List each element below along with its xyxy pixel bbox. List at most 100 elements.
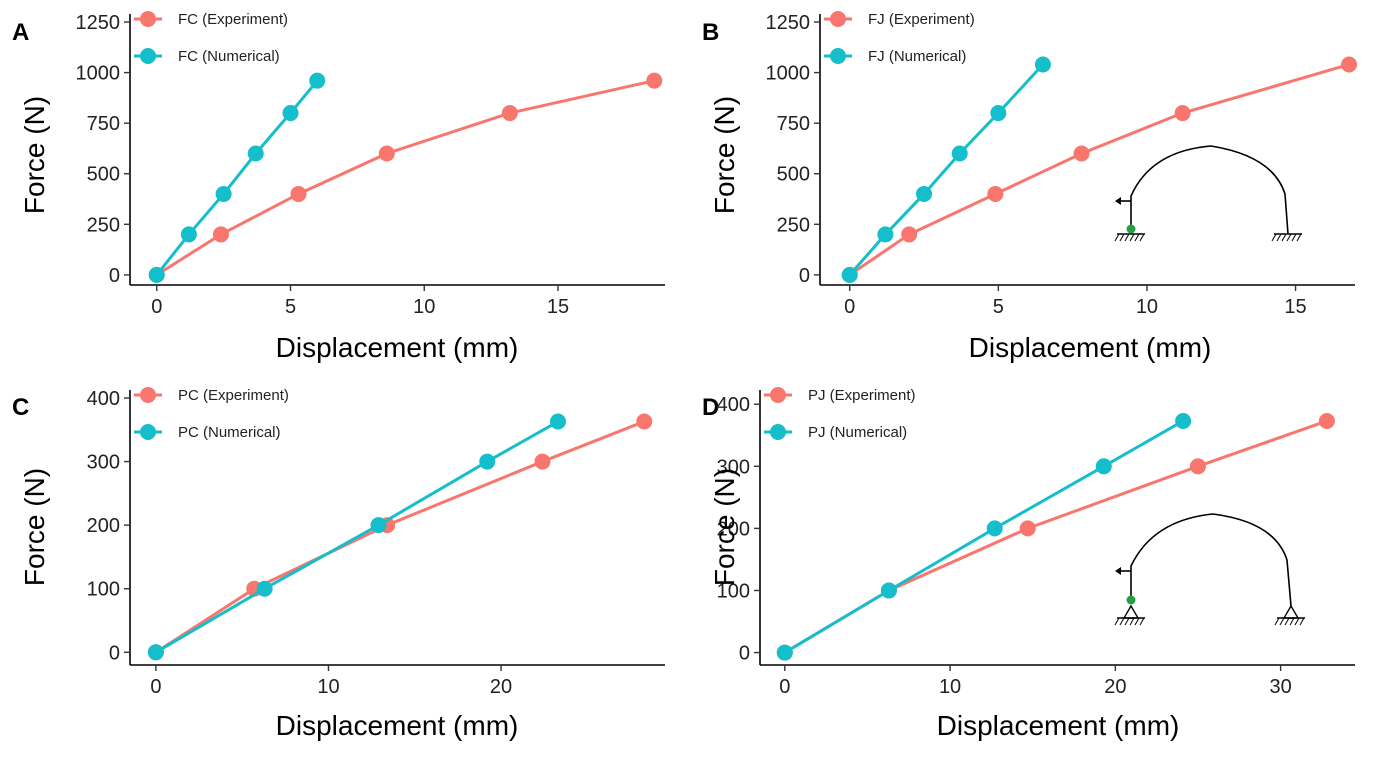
legend-label: FC (Numerical): [178, 48, 280, 65]
support-hatch: [1281, 233, 1287, 242]
x-tick-label: 20: [1104, 676, 1126, 698]
support-hatch: [1129, 617, 1135, 626]
support-node: [1126, 595, 1136, 605]
x-tick-label: 30: [1270, 676, 1292, 698]
support-hatch: [1289, 617, 1295, 626]
x-tick-label: 10: [939, 676, 961, 698]
series-experiment: [147, 413, 653, 661]
data-point: [501, 105, 518, 122]
series-line: [155, 420, 645, 654]
data-point: [550, 413, 566, 430]
data-point: [1175, 412, 1192, 429]
support-hatch: [1124, 233, 1130, 242]
series-line: [155, 420, 559, 654]
panel-letter: C: [12, 394, 29, 421]
data-point: [636, 413, 653, 430]
y-tick-label: 0: [739, 643, 750, 665]
legend-label: PC (Numerical): [178, 424, 281, 441]
panel-letter: D: [702, 394, 719, 421]
data-point: [646, 72, 663, 89]
data-point: [247, 145, 264, 162]
y-tick-label: 1000: [76, 63, 121, 85]
load-arrow-head: [1115, 567, 1121, 575]
support-hatch: [1286, 233, 1292, 242]
support-hatch: [1114, 233, 1120, 242]
data-point: [378, 145, 395, 162]
data-point: [479, 453, 496, 470]
chart-panel-b: B 0 250 500 750 1000 1250 0 5 10 15 Displacement (m…: [702, 11, 1358, 363]
x-tick-label: 0: [150, 676, 161, 698]
y-tick-label: 750: [87, 113, 120, 135]
data-point: [370, 517, 387, 534]
support-hatch: [1134, 233, 1140, 242]
legend-key-marker: [140, 387, 156, 403]
data-point: [1174, 105, 1191, 122]
support-hatch: [1294, 617, 1300, 626]
x-tick-label: 20: [490, 676, 512, 698]
data-point: [1318, 412, 1335, 429]
y-tick-label: 200: [717, 518, 750, 540]
series-numerical: [841, 56, 1051, 283]
x-axis-title: Displacement (mm): [969, 332, 1212, 363]
legend-label: FC (Experiment): [178, 11, 288, 28]
y-axis-title: Force (N): [19, 96, 50, 214]
legend-key-marker: [140, 424, 156, 440]
pin-support: [1122, 604, 1140, 619]
data-point: [990, 105, 1007, 122]
data-point: [148, 266, 165, 283]
panel-letter: A: [12, 19, 29, 46]
y-tick-label: 1250: [766, 12, 811, 34]
chart-panel-d: D 0 100 200 300 400 0 10 20 30 Displacement (mm) Fo…: [702, 387, 1355, 741]
data-point: [1034, 56, 1051, 73]
support-hatch: [1279, 617, 1285, 626]
pin-support: [1282, 604, 1300, 619]
legend-key-marker: [830, 48, 846, 64]
support-hatch: [1276, 233, 1282, 242]
support-hatch: [1284, 617, 1290, 626]
series-line: [784, 419, 1328, 654]
y-tick-label: 100: [717, 580, 750, 602]
data-point: [916, 185, 933, 202]
y-tick-label: 0: [799, 265, 810, 287]
support-hatch: [1271, 233, 1277, 242]
x-tick-label: 10: [1136, 296, 1158, 318]
data-point: [290, 185, 307, 202]
chart-panel-c: C 0 100 200 300 400 0 10 20 Displacement (mm) Forc…: [12, 387, 665, 741]
series-experiment: [776, 412, 1335, 661]
legend-label: PC (Experiment): [178, 387, 289, 404]
y-tick-label: 300: [717, 456, 750, 478]
data-point: [147, 644, 164, 661]
series-experiment: [841, 56, 1358, 283]
y-tick-label: 200: [87, 515, 120, 537]
series-numerical: [776, 412, 1192, 661]
support-node: [1126, 224, 1136, 234]
fixed-arch-icon: [1114, 145, 1302, 242]
y-tick-label: 400: [87, 388, 120, 410]
data-point: [212, 226, 229, 243]
support-hatch: [1114, 617, 1120, 626]
legend-label: PJ (Experiment): [808, 387, 916, 404]
legend-key-marker: [770, 424, 786, 440]
data-point: [534, 453, 551, 470]
legend-key-marker: [770, 387, 786, 403]
pinned-arch-icon: [1114, 513, 1305, 626]
arch-line: [1130, 145, 1289, 235]
series-numerical: [148, 72, 326, 283]
support-hatch: [1119, 233, 1125, 242]
x-tick-label: 15: [1284, 296, 1306, 318]
data-point: [1189, 458, 1206, 475]
y-axis-title: Force (N): [19, 468, 50, 586]
y-tick-label: 1250: [76, 12, 121, 34]
y-tick-label: 1000: [766, 63, 811, 85]
support-hatch: [1139, 617, 1145, 626]
data-point: [841, 266, 858, 283]
y-tick-label: 500: [87, 164, 120, 186]
y-tick-label: 250: [87, 214, 120, 236]
x-tick-label: 10: [317, 676, 339, 698]
data-point: [986, 520, 1003, 537]
chart-panel-a: A 0 250 500 750 1000 1250 0 5 10 15 Displacement (m…: [12, 11, 665, 363]
x-axis-title: Displacement (mm): [937, 710, 1180, 741]
series-line: [848, 63, 1350, 277]
y-tick-label: 400: [717, 394, 750, 416]
